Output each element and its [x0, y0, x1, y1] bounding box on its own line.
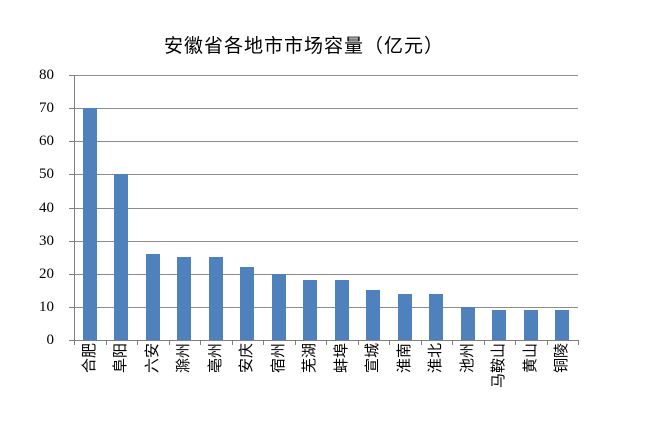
- x-tick-label: 蚌埠: [333, 343, 350, 374]
- y-axis-tick: [69, 141, 74, 143]
- bar: [492, 310, 507, 340]
- x-tick-label: 马鞍山: [491, 343, 508, 389]
- gridline: [74, 141, 578, 143]
- bar: [397, 293, 412, 340]
- x-tick-label: 淮南: [396, 343, 413, 374]
- x-axis-tick: [452, 340, 453, 345]
- gridline: [74, 207, 578, 209]
- gridline: [74, 240, 578, 242]
- gridline: [74, 75, 578, 76]
- y-tick-label: 70: [39, 100, 54, 117]
- x-tick-label: 铜陵: [554, 343, 571, 374]
- x-tick-label: 合肥: [81, 343, 98, 374]
- y-tick-label: 80: [39, 67, 54, 83]
- x-tick-label: 六安: [144, 343, 161, 374]
- bar: [523, 310, 538, 340]
- x-axis-tick: [546, 340, 548, 345]
- x-tick-label: 宣城: [365, 343, 382, 374]
- x-axis-tick: [200, 340, 201, 345]
- x-tick-label: 淮北: [428, 343, 445, 374]
- bar: [303, 280, 318, 340]
- x-axis-tick: [326, 340, 327, 345]
- x-tick-label: 阜阳: [113, 343, 130, 374]
- bar: [114, 174, 129, 340]
- bar: [145, 253, 160, 340]
- x-axis-tick: [263, 340, 264, 345]
- bar: [82, 108, 97, 340]
- gridline: [74, 273, 578, 275]
- y-tick-label: 0: [46, 332, 55, 348]
- y-tick-label: 40: [39, 199, 54, 216]
- bar: [240, 267, 255, 340]
- x-axis-tick: [137, 340, 138, 345]
- x-axis-tick: [105, 340, 107, 345]
- x-axis-tick: [168, 340, 170, 345]
- y-axis-tick: [69, 207, 74, 209]
- y-tick-label: 30: [39, 232, 54, 249]
- x-tick-label: 黄山: [522, 343, 539, 374]
- y-axis-tick: [69, 240, 74, 242]
- bar: [271, 273, 286, 340]
- y-axis-tick: [69, 306, 74, 308]
- y-tick-label: 10: [39, 298, 54, 315]
- x-axis-tick: [357, 340, 359, 345]
- x-axis-tick: [483, 340, 485, 345]
- x-tick-label: 芜湖: [302, 343, 319, 374]
- y-axis-line: [74, 75, 75, 341]
- x-tick-label: 安庆: [239, 343, 256, 374]
- y-axis-tick: [69, 108, 74, 110]
- y-axis-tick: [69, 340, 74, 341]
- bar: [366, 290, 381, 340]
- chart-title: 安徽省各地市市场容量（亿元）: [163, 36, 444, 57]
- bar: [555, 310, 570, 340]
- y-axis-tick: [69, 174, 74, 176]
- y-axis-tick: [69, 273, 74, 275]
- y-tick-label: 50: [39, 166, 54, 183]
- y-axis-tick: [69, 75, 74, 76]
- bar: [334, 280, 349, 340]
- x-tick-label: 亳州: [207, 343, 224, 374]
- gridline: [74, 174, 578, 176]
- bar: [208, 257, 223, 340]
- bar: [429, 293, 444, 340]
- x-tick-label: 宿州: [270, 343, 287, 374]
- gridline: [74, 108, 578, 110]
- x-axis-tick: [74, 340, 75, 345]
- x-axis-tick: [294, 340, 296, 345]
- x-tick-label: 滁州: [176, 343, 193, 374]
- x-axis-tick: [420, 340, 422, 345]
- bar: [460, 306, 475, 340]
- x-axis-tick: [578, 340, 579, 345]
- x-axis-tick: [231, 340, 233, 345]
- x-axis-tick: [389, 340, 390, 345]
- y-tick-label: 20: [39, 265, 54, 282]
- x-tick-label: 池州: [459, 343, 476, 374]
- gridline: [74, 306, 578, 308]
- x-axis-tick: [515, 340, 516, 345]
- plot-area: [74, 75, 578, 340]
- y-tick-label: 60: [39, 133, 54, 150]
- bar: [177, 257, 192, 340]
